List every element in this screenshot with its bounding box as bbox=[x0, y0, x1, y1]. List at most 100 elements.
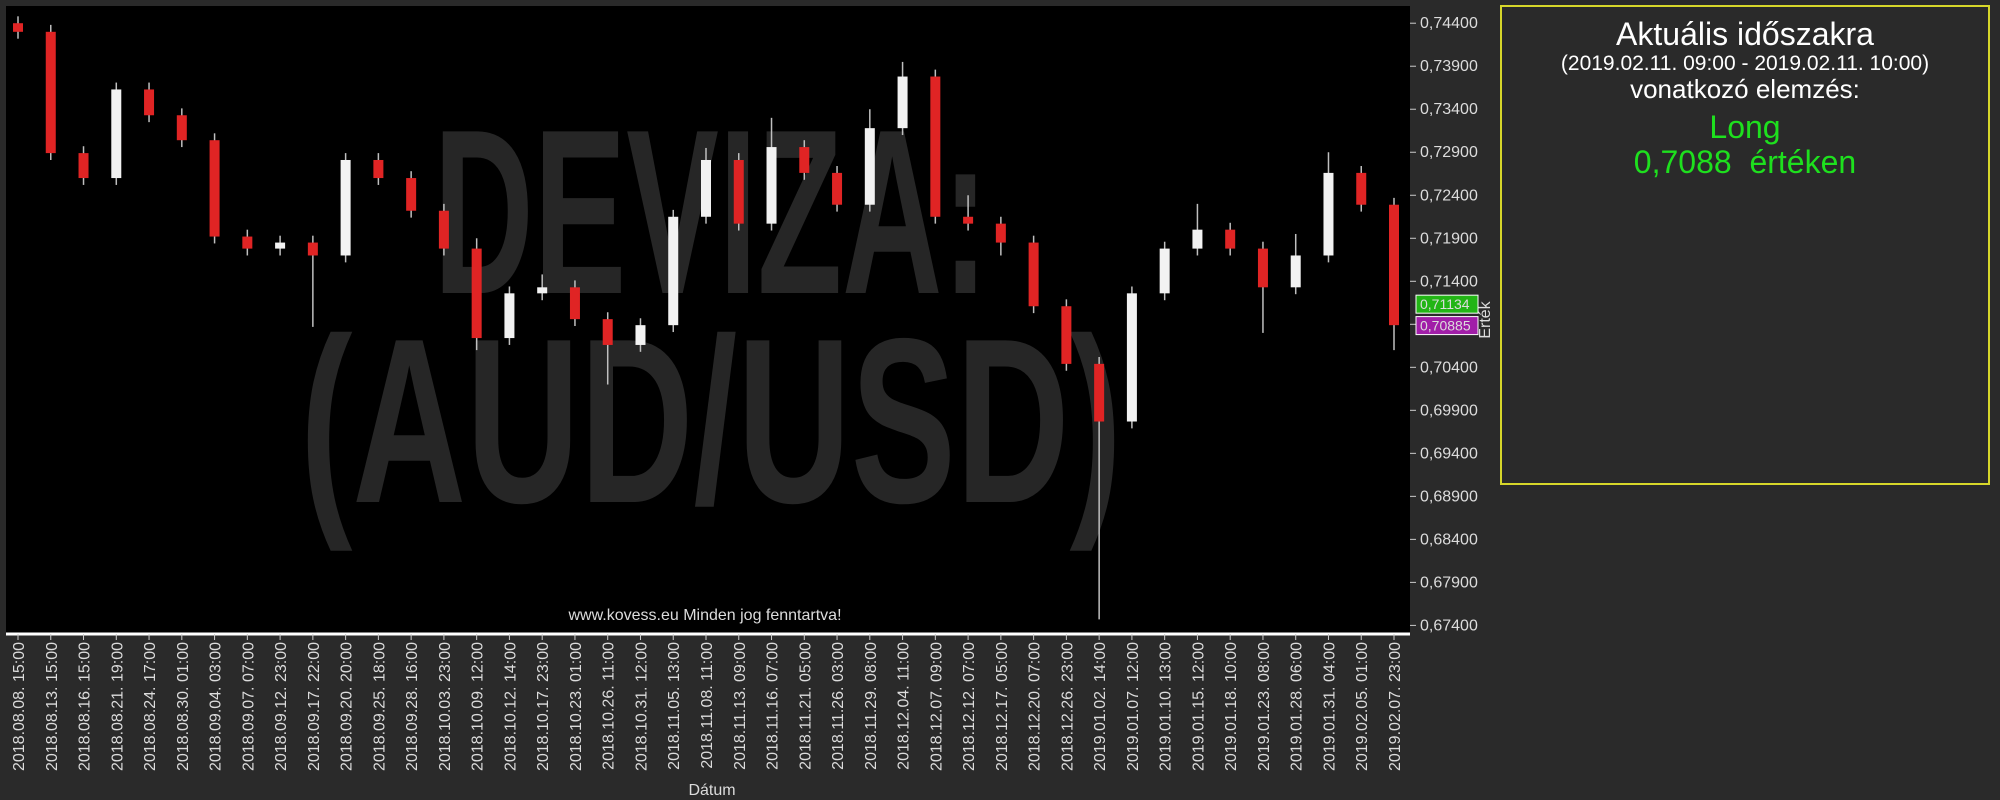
y-tick-label: 0,71900 bbox=[1420, 230, 1478, 247]
candle-body bbox=[275, 242, 286, 249]
candle-body bbox=[111, 89, 122, 179]
x-tick-label: 2019.01.07. 12:00 bbox=[1125, 642, 1142, 771]
candle-body bbox=[799, 147, 810, 173]
x-tick-label: 2018.10.12. 14:00 bbox=[502, 642, 519, 771]
x-tick-label: 2019.01.10. 13:00 bbox=[1158, 642, 1175, 771]
y-tick-label: 0,74400 bbox=[1420, 15, 1478, 32]
x-tick-label: 2018.09.17. 22:00 bbox=[306, 642, 323, 771]
candle-body bbox=[471, 248, 482, 339]
candle-body bbox=[1192, 229, 1203, 249]
x-tick-label: 2018.09.07. 07:00 bbox=[240, 642, 257, 771]
y-tick-label: 0,73900 bbox=[1420, 58, 1478, 75]
x-tick-label: 2018.12.17. 05:00 bbox=[994, 642, 1011, 771]
candle-body bbox=[176, 115, 187, 141]
x-tick-label: 2018.12.04. 11:00 bbox=[896, 642, 913, 770]
x-tick-label: 2018.11.29. 08:00 bbox=[863, 642, 880, 770]
x-tick-label: 2018.09.25. 18:00 bbox=[371, 642, 388, 771]
price-suffix: értéken bbox=[1749, 144, 1857, 181]
candle-body bbox=[307, 242, 318, 256]
x-tick-label: 2018.11.21. 05:00 bbox=[797, 642, 814, 770]
panel-title: Aktuális időszakra bbox=[1616, 16, 1874, 52]
x-tick-label: 2019.02.05. 01:00 bbox=[1354, 642, 1371, 771]
x-tick-label: 2019.01.15. 12:00 bbox=[1190, 642, 1207, 771]
x-tick-label: 2018.12.12. 07:00 bbox=[961, 642, 978, 771]
price: 0,7088 bbox=[1633, 144, 1732, 181]
x-tick-label: 2018.10.03. 23:00 bbox=[437, 642, 454, 771]
candle-body bbox=[373, 159, 384, 179]
x-tick-label: 2018.12.20. 07:00 bbox=[1027, 642, 1044, 771]
x-tick-label: 2018.11.13. 09:00 bbox=[732, 642, 749, 770]
x-tick-label: 2018.09.04. 03:00 bbox=[208, 642, 225, 771]
x-tick-label: 2018.09.28. 16:00 bbox=[404, 642, 421, 771]
y-tick-label: 0,71400 bbox=[1420, 273, 1478, 290]
x-tick-label: 2018.08.24. 17:00 bbox=[142, 642, 159, 771]
signal: Long bbox=[1709, 108, 1781, 145]
candle-body bbox=[1159, 248, 1170, 294]
y-tick-label: 0,69400 bbox=[1420, 445, 1478, 462]
watermark: (AUD/USD) bbox=[300, 289, 1122, 552]
candle-body bbox=[897, 76, 908, 129]
panel-subtitle: vonatkozó elemzés: bbox=[1630, 74, 1860, 105]
candle-body bbox=[340, 159, 351, 256]
x-tick-label: 2018.10.31. 12:00 bbox=[633, 642, 650, 771]
candle-body bbox=[406, 178, 417, 211]
price-label: 0,71134 bbox=[1420, 296, 1470, 312]
x-tick-label: 2018.12.07. 09:00 bbox=[928, 642, 945, 771]
candle-body bbox=[602, 319, 613, 345]
candle-body bbox=[209, 140, 220, 237]
y-tick-label: 0,68400 bbox=[1420, 531, 1478, 548]
candle-body bbox=[1356, 172, 1367, 205]
candle-body bbox=[1094, 363, 1105, 422]
x-tick-label: 2018.09.20. 20:00 bbox=[339, 642, 356, 771]
y-tick-label: 0,70400 bbox=[1420, 359, 1478, 376]
x-tick-label: 2019.01.31. 04:00 bbox=[1321, 642, 1338, 771]
candle-body bbox=[930, 76, 941, 217]
candle-body bbox=[668, 216, 679, 326]
x-tick-label: 2019.01.02. 14:00 bbox=[1092, 642, 1109, 771]
candle-body bbox=[504, 293, 515, 339]
y-tick-label: 0,67900 bbox=[1420, 574, 1478, 591]
candle-body bbox=[1225, 229, 1236, 249]
candle-body bbox=[1126, 293, 1137, 422]
x-tick-label: 2018.08.21. 19:00 bbox=[109, 642, 126, 771]
x-tick-label: 2018.11.08. 11:00 bbox=[699, 642, 716, 769]
candle-body bbox=[45, 31, 56, 154]
candle-body bbox=[1323, 172, 1334, 256]
x-tick-label: 2018.10.23. 01:00 bbox=[568, 642, 585, 771]
y-tick-label: 0,67400 bbox=[1420, 617, 1478, 634]
candle-body bbox=[1061, 306, 1072, 364]
y-axis-title: Érték bbox=[1475, 300, 1494, 338]
y-tick-label: 0,73400 bbox=[1420, 101, 1478, 118]
x-tick-label: 2018.12.26. 23:00 bbox=[1059, 642, 1076, 771]
y-tick-label: 0,72900 bbox=[1420, 144, 1478, 161]
candle-body bbox=[766, 147, 777, 224]
price-label: 0,70885 bbox=[1420, 318, 1471, 334]
price-label-box bbox=[1415, 294, 1479, 314]
candle-body bbox=[1389, 204, 1399, 326]
x-tick-label: 2018.08.30. 01:00 bbox=[175, 642, 192, 771]
footer: www.kovess.eu Minden jog fenntartva! bbox=[567, 607, 841, 624]
x-tick-label: 2018.08.13. 15:00 bbox=[44, 642, 61, 771]
x-tick-label: 2018.11.05. 13:00 bbox=[666, 642, 683, 770]
candle-body bbox=[569, 287, 580, 320]
x-tick-label: 2018.11.26. 03:00 bbox=[830, 642, 847, 770]
y-tick-label: 0,72400 bbox=[1420, 187, 1478, 204]
x-tick-label: 2019.01.18. 10:00 bbox=[1223, 642, 1240, 771]
x-tick-label: 2018.10.17. 23:00 bbox=[535, 642, 552, 771]
candle-body bbox=[537, 287, 548, 294]
plot-area bbox=[6, 6, 1410, 634]
candle-body bbox=[832, 172, 843, 205]
x-tick-label: 2019.01.23. 08:00 bbox=[1256, 642, 1273, 771]
candle-body bbox=[995, 223, 1006, 243]
candle-body bbox=[701, 159, 711, 217]
candle-body bbox=[635, 325, 646, 345]
y-tick-label: 0,68900 bbox=[1420, 488, 1478, 505]
x-tick-label: 2018.08.08. 15:00 bbox=[11, 642, 28, 771]
candle-body bbox=[13, 23, 23, 32]
candle-body bbox=[1257, 248, 1268, 288]
x-tick-label: 2019.01.28. 06:00 bbox=[1289, 642, 1306, 771]
y-tick-label: 0,69900 bbox=[1420, 402, 1478, 419]
candle-body bbox=[242, 236, 253, 249]
candle-body bbox=[438, 210, 449, 249]
